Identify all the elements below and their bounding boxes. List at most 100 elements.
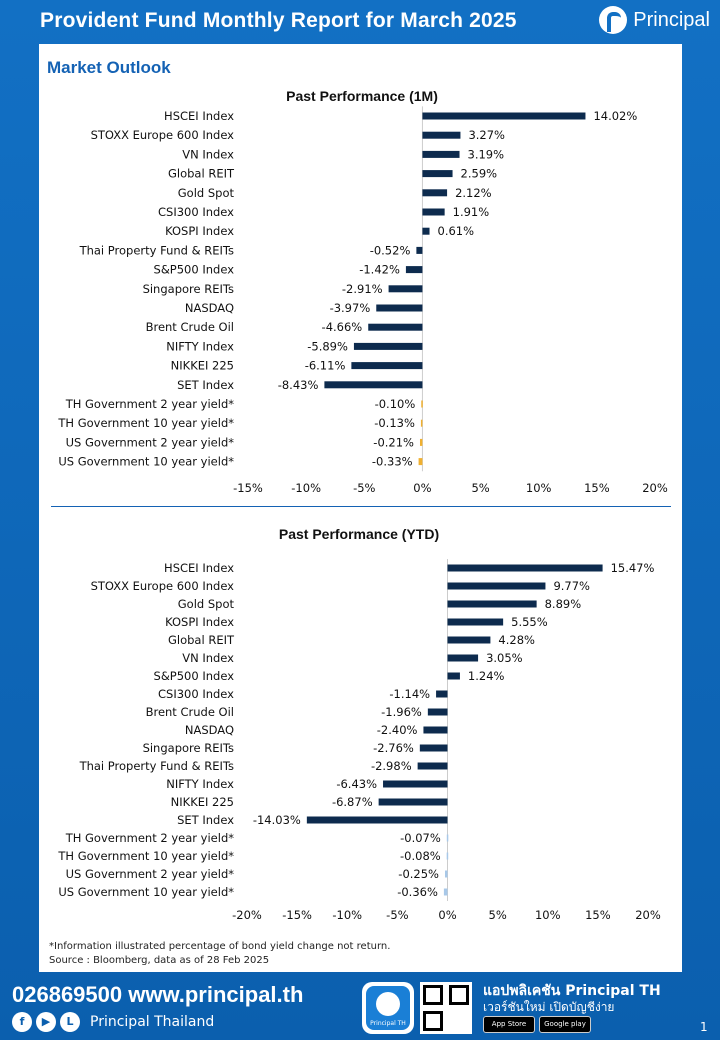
bar xyxy=(446,852,449,860)
category-label: Gold Spot xyxy=(178,186,235,200)
category-label: VN Index xyxy=(182,147,234,161)
category-label: US Government 2 year yield* xyxy=(66,867,235,881)
bar xyxy=(376,304,423,312)
bar xyxy=(383,780,448,788)
app-logo-label: Principal TH xyxy=(370,1020,406,1027)
category-label: KOSPI Index xyxy=(165,615,234,629)
data-label: -3.97% xyxy=(330,301,371,315)
chart-ytd: Past Performance (YTD) HSCEI Index 15.47% S… xyxy=(57,526,661,922)
bar xyxy=(324,381,423,389)
data-label: -0.10% xyxy=(375,397,416,411)
qr-code-icon xyxy=(420,982,472,1034)
data-label: 1.24% xyxy=(468,669,505,683)
bar xyxy=(368,323,423,331)
bar xyxy=(447,600,537,608)
data-label: -0.08% xyxy=(400,849,441,863)
data-label: 15.47% xyxy=(611,561,655,575)
store-badges: App Store Google play xyxy=(483,1016,591,1033)
app-store-button[interactable]: App Store xyxy=(483,1016,535,1033)
category-label: NIFTY Index xyxy=(166,339,234,353)
x-tick-label: 15% xyxy=(585,908,611,922)
google-play-button[interactable]: Google play xyxy=(539,1016,591,1033)
data-label: -2.76% xyxy=(373,741,414,755)
bar xyxy=(436,690,448,698)
data-label: -2.40% xyxy=(377,723,418,737)
category-label: Thai Property Fund & REITs xyxy=(79,243,234,257)
category-label: SET Index xyxy=(177,813,234,827)
category-label: Global REIT xyxy=(168,167,235,181)
report-title: Provident Fund Monthly Report for March … xyxy=(40,9,517,32)
line-icon[interactable]: L xyxy=(60,1012,80,1032)
data-label: 2.12% xyxy=(455,186,492,200)
x-tick-label: 5% xyxy=(471,481,489,495)
notes: *Information illustrated percentage of b… xyxy=(49,940,390,968)
category-label: CSI300 Index xyxy=(158,205,234,219)
category-label: HSCEI Index xyxy=(164,109,234,123)
data-label: -1.42% xyxy=(359,263,400,277)
app-logo[interactable]: Principal TH xyxy=(362,982,414,1034)
header-bar: Provident Fund Monthly Report for March … xyxy=(0,0,720,44)
category-label: Singapore REITs xyxy=(143,282,234,296)
data-label: -2.91% xyxy=(342,282,383,296)
data-label: 14.02% xyxy=(593,109,637,123)
data-label: -5.89% xyxy=(307,339,348,353)
data-label: 0.61% xyxy=(438,224,475,238)
data-label: -8.43% xyxy=(278,378,319,392)
content-panel: Market Outlook Past Performance (1M) HSCE… xyxy=(39,44,682,972)
bar xyxy=(405,266,423,274)
category-label: NASDAQ xyxy=(185,301,234,315)
bar xyxy=(447,654,479,662)
data-label: 3.19% xyxy=(468,147,505,161)
bar xyxy=(421,400,423,408)
data-label: -0.07% xyxy=(400,831,441,845)
category-label: STOXX Europe 600 Index xyxy=(91,579,235,593)
data-label: -0.13% xyxy=(374,416,415,430)
x-tick-label: 0% xyxy=(413,481,431,495)
facebook-icon[interactable]: f xyxy=(12,1012,32,1032)
category-label: NIKKEI 225 xyxy=(171,795,234,809)
data-label: -0.25% xyxy=(398,867,439,881)
bar xyxy=(447,564,603,572)
data-label: 3.27% xyxy=(468,128,505,142)
bar xyxy=(351,362,423,370)
category-label: Gold Spot xyxy=(178,597,235,611)
bar xyxy=(423,726,448,734)
x-tick-label: -15% xyxy=(282,908,312,922)
principal-logo-icon xyxy=(599,6,628,34)
bar xyxy=(422,150,460,158)
category-label: STOXX Europe 600 Index xyxy=(91,128,235,142)
bar xyxy=(443,888,448,896)
data-label: 5.55% xyxy=(511,615,548,629)
bar xyxy=(422,112,586,120)
category-label: SET Index xyxy=(177,378,234,392)
x-tick-label: -5% xyxy=(386,908,408,922)
x-tick-label: 20% xyxy=(635,908,661,922)
social-name: Principal Thailand xyxy=(90,1014,215,1030)
category-label: TH Government 2 year yield* xyxy=(65,397,235,411)
bar xyxy=(419,744,448,752)
data-label: -1.96% xyxy=(381,705,422,719)
x-tick-label: 15% xyxy=(584,481,610,495)
data-label: -4.66% xyxy=(322,320,363,334)
x-tick-label: 20% xyxy=(642,481,668,495)
data-label: 1.91% xyxy=(453,205,490,219)
bar xyxy=(427,708,448,716)
category-label: US Government 2 year yield* xyxy=(66,435,235,449)
data-label: -6.43% xyxy=(336,777,377,791)
x-tick-label: 10% xyxy=(535,908,561,922)
bar xyxy=(447,636,491,644)
youtube-icon[interactable]: ▶ xyxy=(36,1012,56,1032)
data-label: 4.28% xyxy=(498,633,535,647)
phone-web[interactable]: 026869500 www.principal.th xyxy=(12,982,304,1007)
data-label: -6.87% xyxy=(332,795,373,809)
data-label: -0.21% xyxy=(373,435,414,449)
footer: 026869500 www.principal.th f ▶ L Princip… xyxy=(0,972,720,1040)
bar xyxy=(378,798,448,806)
bar xyxy=(306,816,448,824)
category-label: NASDAQ xyxy=(185,723,234,737)
data-label: -0.33% xyxy=(372,455,413,469)
bar xyxy=(422,131,461,139)
data-label: -2.98% xyxy=(371,759,412,773)
app-title: แอปพลิเคชัน Principal TH xyxy=(483,983,661,999)
social-links: f ▶ L Principal Thailand xyxy=(12,1012,214,1032)
